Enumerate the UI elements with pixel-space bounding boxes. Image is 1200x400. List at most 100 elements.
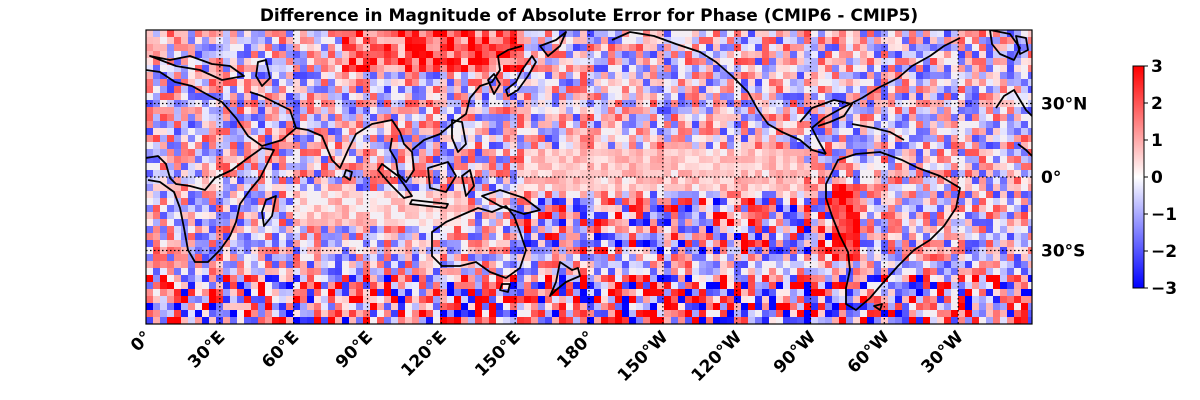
data-cell	[573, 44, 580, 51]
data-cell	[972, 149, 979, 156]
data-cell	[398, 142, 405, 149]
data-cell	[986, 240, 993, 247]
data-cell	[685, 135, 692, 142]
data-cell	[454, 303, 461, 310]
data-cell	[1000, 268, 1007, 275]
data-cell	[846, 289, 853, 296]
data-cell	[559, 240, 566, 247]
data-cell	[657, 247, 664, 254]
coastline-java	[409, 199, 449, 209]
data-cell	[923, 317, 930, 324]
data-cell	[965, 240, 972, 247]
data-cell	[895, 233, 902, 240]
data-cell	[741, 310, 748, 317]
data-cell	[146, 289, 153, 296]
data-cell	[384, 30, 391, 37]
data-cell	[335, 142, 342, 149]
data-cell	[664, 135, 671, 142]
data-cell	[657, 261, 664, 268]
data-cell	[839, 226, 846, 233]
data-cell	[594, 44, 601, 51]
data-cell	[475, 51, 482, 58]
data-cell	[216, 205, 223, 212]
data-cell	[622, 268, 629, 275]
data-cell	[678, 240, 685, 247]
data-cell	[468, 198, 475, 205]
data-cell	[664, 205, 671, 212]
data-cell	[552, 44, 559, 51]
data-cell	[790, 30, 797, 37]
data-cell	[937, 37, 944, 44]
data-cell	[587, 37, 594, 44]
data-cell	[587, 149, 594, 156]
data-cell	[664, 114, 671, 121]
data-cell	[363, 86, 370, 93]
data-cell	[776, 240, 783, 247]
data-cell	[853, 254, 860, 261]
data-cell	[804, 44, 811, 51]
data-cell	[650, 275, 657, 282]
data-cell	[594, 317, 601, 324]
data-cell	[923, 114, 930, 121]
data-cell	[692, 296, 699, 303]
data-cell	[972, 219, 979, 226]
data-cell	[895, 289, 902, 296]
data-cell	[419, 261, 426, 268]
data-cell	[902, 317, 909, 324]
coastline-tasmania	[499, 283, 511, 293]
data-cell	[342, 219, 349, 226]
data-cell	[286, 310, 293, 317]
data-cell	[769, 254, 776, 261]
data-cell	[713, 156, 720, 163]
data-cell	[860, 240, 867, 247]
data-cell	[832, 212, 839, 219]
data-cell	[972, 240, 979, 247]
data-cell	[531, 317, 538, 324]
data-cell	[356, 86, 363, 93]
data-cell	[706, 37, 713, 44]
data-cell	[461, 296, 468, 303]
data-cell	[405, 107, 412, 114]
data-cell	[349, 149, 356, 156]
data-cell	[209, 233, 216, 240]
data-cell	[559, 79, 566, 86]
data-cell	[825, 296, 832, 303]
data-cell	[454, 268, 461, 275]
data-cell	[790, 156, 797, 163]
data-cell	[258, 268, 265, 275]
data-cell	[447, 254, 454, 261]
data-cell	[776, 114, 783, 121]
map-title: Difference in Magnitude of Absolute Erro…	[260, 6, 918, 26]
data-cell	[524, 233, 531, 240]
data-cell	[286, 317, 293, 324]
data-cell	[307, 163, 314, 170]
data-cell	[965, 247, 972, 254]
data-cell	[468, 282, 475, 289]
data-cell	[405, 79, 412, 86]
data-cell	[349, 233, 356, 240]
data-cell	[909, 163, 916, 170]
data-cell	[391, 296, 398, 303]
data-cell	[699, 149, 706, 156]
data-cell	[258, 37, 265, 44]
data-cell	[517, 289, 524, 296]
data-cell	[643, 303, 650, 310]
data-cell	[958, 65, 965, 72]
data-cell	[538, 149, 545, 156]
data-cell	[475, 79, 482, 86]
data-cell	[531, 121, 538, 128]
data-cell	[972, 268, 979, 275]
data-cell	[321, 310, 328, 317]
data-cell	[622, 44, 629, 51]
data-cell	[664, 177, 671, 184]
data-cell	[370, 100, 377, 107]
data-cell	[930, 247, 937, 254]
data-cell	[433, 303, 440, 310]
data-cell	[811, 156, 818, 163]
data-cell	[937, 317, 944, 324]
data-cell	[629, 135, 636, 142]
data-cell	[678, 184, 685, 191]
data-cell	[447, 303, 454, 310]
data-cell	[454, 51, 461, 58]
data-cell	[433, 275, 440, 282]
